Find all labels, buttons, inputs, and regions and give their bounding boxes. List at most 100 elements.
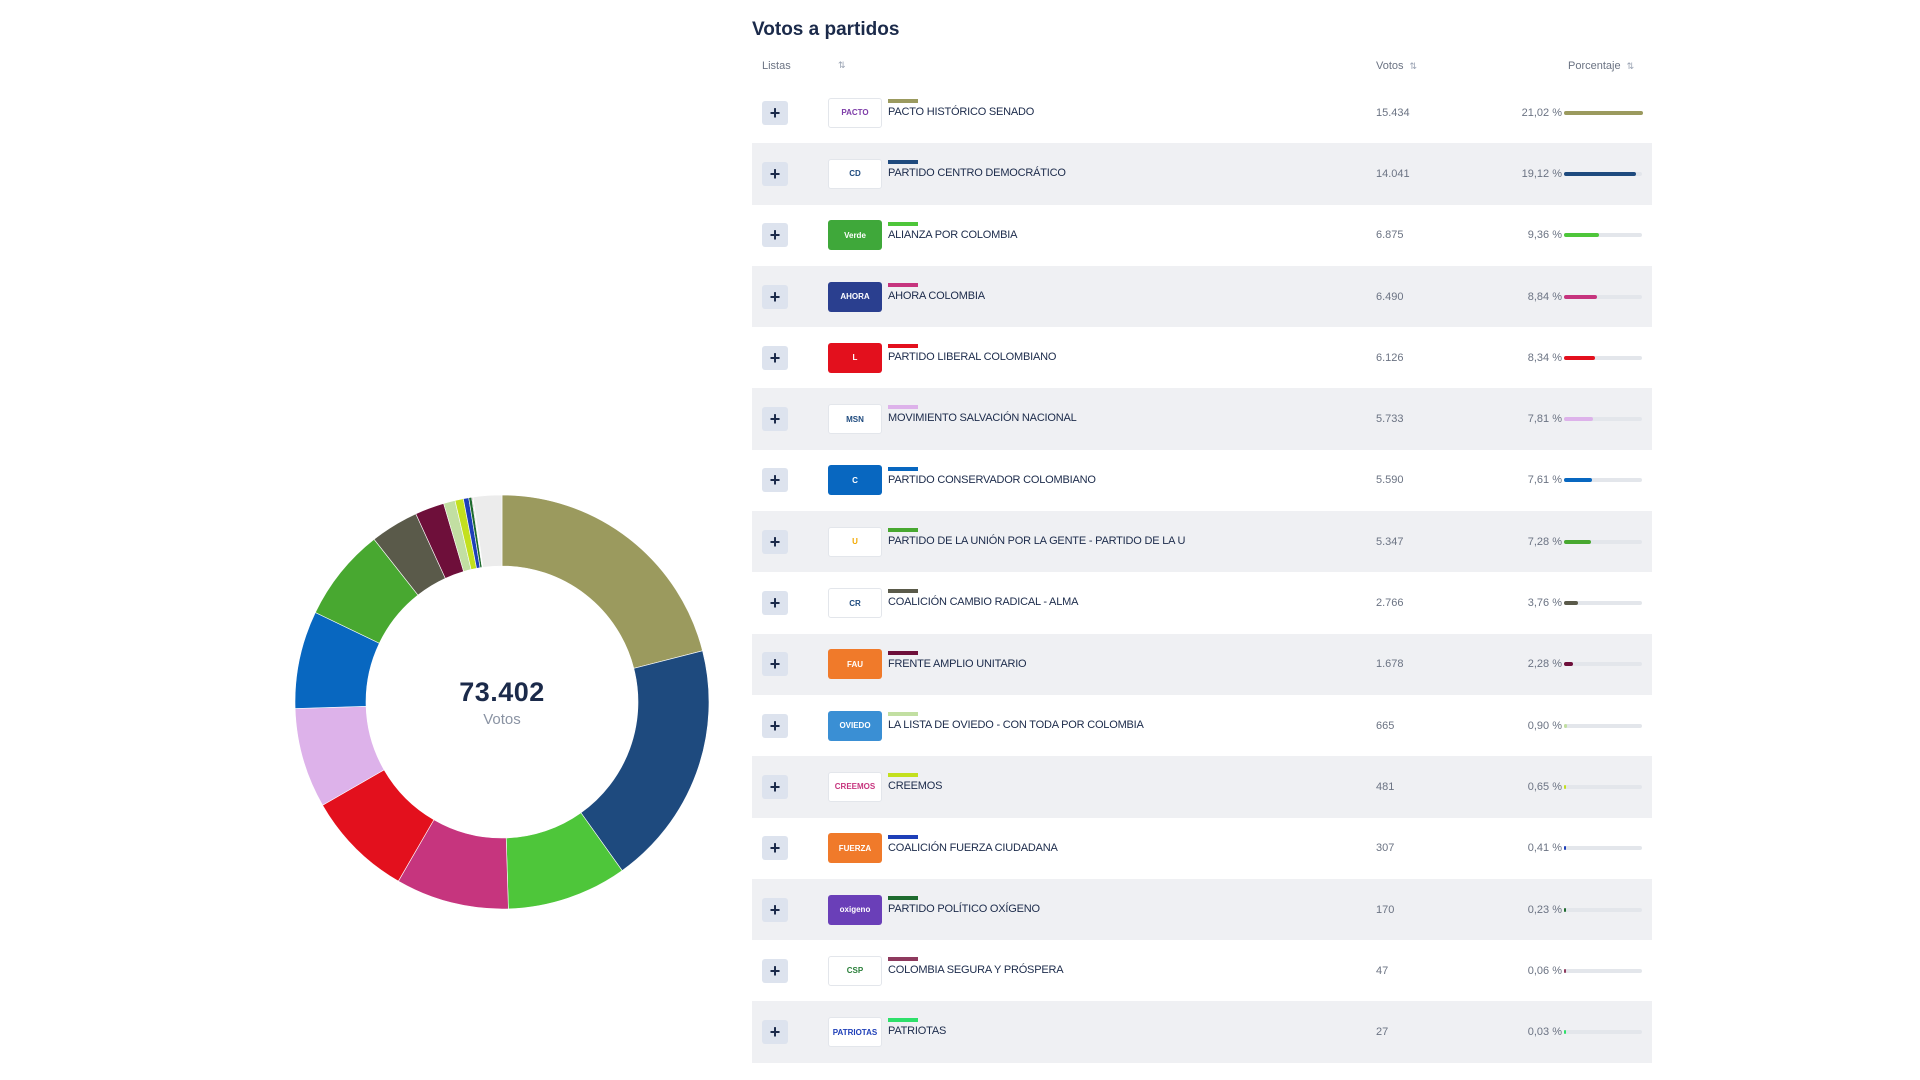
percent-bar-track — [1564, 233, 1642, 238]
percent-bar-track — [1564, 784, 1642, 789]
expand-row-button[interactable]: + — [762, 284, 788, 309]
frente-amplio-logo-icon: FAU — [828, 649, 882, 680]
party-cell: COALICIÓN CAMBIO RADICAL - ALMA — [888, 589, 1078, 608]
expand-row-button[interactable]: + — [762, 1020, 788, 1045]
party-votes: 665 — [1376, 719, 1395, 732]
table-row: + L PARTIDO LIBERAL COLOMBIANO 6.126 8,34 % — [752, 327, 1652, 388]
party-cell: AHORA COLOMBIA — [888, 282, 985, 302]
party-votes: 5.733 — [1376, 413, 1404, 426]
expand-row-button[interactable]: + — [762, 223, 788, 248]
percent-bar-track — [1564, 171, 1642, 176]
header-name-sort[interactable]: ⇅ — [838, 60, 846, 71]
party-votes: 5.590 — [1376, 474, 1404, 487]
party-color-bar — [888, 1018, 918, 1023]
party-name: ALIANZA POR COLOMBIA — [888, 228, 1018, 241]
expand-row-button[interactable]: + — [762, 774, 788, 799]
party-name: PATRIOTAS — [888, 1025, 947, 1038]
table-row: + oxigeno PARTIDO POLÍTICO OXÍGENO 170 0,23 … — [752, 878, 1652, 941]
party-cell: FRENTE AMPLIO UNITARIO — [888, 650, 1027, 670]
percent-bar-fill — [1564, 784, 1567, 789]
table-row: + U PARTIDO DE LA UNIÓN POR LA GENTE - PAR… — [752, 511, 1652, 573]
header-listas[interactable]: Listas — [762, 60, 791, 72]
percent-bar-fill — [1564, 110, 1643, 115]
party-logo-text: FUERZA — [838, 843, 872, 853]
party-percent: 0,03 % — [1527, 1026, 1562, 1039]
cambio-radical-logo-icon: CR — [828, 588, 882, 619]
party-logo-text: MSN — [846, 414, 864, 424]
header-votos[interactable]: Votos ⇅ — [1376, 60, 1417, 72]
party-color-bar — [888, 589, 918, 594]
percent-bar-track — [1564, 478, 1642, 483]
expand-row-button[interactable]: + — [762, 468, 788, 493]
sort-icon: ⇅ — [1409, 60, 1418, 71]
donut-svg — [294, 494, 710, 910]
percent-bar-fill — [1564, 1030, 1566, 1035]
party-percent: 0,65 % — [1527, 780, 1562, 793]
donut-slice-0[interactable] — [501, 494, 703, 669]
party-votes: 307 — [1376, 842, 1395, 855]
sort-icon: ⇅ — [838, 60, 846, 70]
party-votes: 15.434 — [1376, 106, 1410, 119]
expand-row-button[interactable]: + — [762, 100, 788, 125]
donut-slice-1[interactable] — [580, 650, 710, 871]
party-color-bar — [888, 160, 918, 165]
oxigeno-logo-icon: oxigeno — [828, 894, 882, 925]
expand-row-button[interactable]: + — [762, 591, 788, 616]
party-color-bar — [888, 834, 918, 839]
party-votes: 481 — [1376, 780, 1395, 793]
votes-donut-chart: 73.402 Votos — [293, 493, 711, 911]
donut-slice-16[interactable] — [472, 494, 503, 568]
table-row: + PATRIOTAS PATRIOTAS 27 0,03 % — [752, 1001, 1652, 1063]
party-name: MOVIMIENTO SALVACIÓN NACIONAL — [888, 412, 1077, 425]
sort-icon: ⇅ — [1626, 60, 1635, 71]
party-name: PACTO HISTÓRICO SENADO — [888, 106, 1035, 118]
party-percent: 3,76 % — [1527, 597, 1562, 610]
expand-row-button[interactable]: + — [762, 161, 788, 186]
table-row: + CR COALICIÓN CAMBIO RADICAL - ALMA 2.766 3… — [752, 572, 1652, 633]
party-color-bar — [888, 528, 918, 533]
expand-row-button[interactable]: + — [762, 958, 788, 983]
party-name: PARTIDO CENTRO DEMOCRÁTICO — [888, 167, 1066, 180]
party-color-bar — [888, 99, 918, 103]
party-cell: PARTIDO CENTRO DEMOCRÁTICO — [888, 160, 1066, 179]
header-porcentaje[interactable]: Porcentaje ⇅ — [1568, 60, 1634, 72]
party-logo-text: PATRIOTAS — [832, 1027, 878, 1037]
percent-bar-fill — [1564, 417, 1594, 422]
party-votes: 6.490 — [1376, 290, 1404, 303]
party-percent: 19,12 % — [1521, 167, 1562, 180]
party-votes: 170 — [1376, 903, 1395, 916]
party-votes: 2.766 — [1376, 597, 1404, 610]
expand-row-button[interactable]: + — [762, 836, 788, 861]
party-percent: 0,41 % — [1527, 842, 1562, 855]
party-logo-text: CSP — [846, 966, 864, 976]
percent-bar-fill — [1564, 601, 1579, 606]
percent-bar-track — [1564, 662, 1642, 667]
party-cell: CREEMOS — [888, 773, 942, 792]
partido-conservador-logo-icon: C — [828, 465, 882, 496]
expand-row-button[interactable]: + — [762, 897, 788, 922]
table-row: + CSP COLOMBIA SEGURA Y PRÓSPERA 47 0,06 % — [752, 940, 1652, 1001]
table-row: + PACTO PACTO HISTÓRICO SENADO 15.434 21,02 … — [752, 82, 1652, 143]
percent-bar-track — [1564, 907, 1642, 912]
party-color-bar — [888, 221, 918, 226]
expand-row-button[interactable]: + — [762, 652, 788, 677]
expand-row-button[interactable]: + — [762, 713, 788, 738]
party-percent: 7,28 % — [1527, 535, 1562, 548]
table-row: + C PARTIDO CONSERVADOR COLOMBIANO 5.590 7,6… — [752, 450, 1652, 511]
party-votes-panel: Votos a partidos Listas ⇅ Votos ⇅ Porcen… — [752, 16, 1652, 1063]
party-color-bar — [888, 773, 918, 778]
expand-row-button[interactable]: + — [762, 345, 788, 370]
ahora-colombia-logo-icon: AHORA — [828, 281, 882, 312]
percent-bar-track — [1564, 968, 1642, 973]
party-name: CREEMOS — [888, 780, 943, 793]
percent-bar-fill — [1564, 539, 1592, 544]
party-color-bar — [888, 957, 918, 962]
table-header: Listas ⇅ Votos ⇅ Porcentaje ⇅ — [752, 44, 1652, 82]
percent-bar-fill — [1564, 171, 1636, 176]
party-percent: 2,28 % — [1527, 658, 1562, 671]
party-cell: MOVIMIENTO SALVACIÓN NACIONAL — [888, 405, 1077, 424]
expand-row-button[interactable]: + — [762, 407, 788, 432]
party-logo-text: FAU — [847, 659, 863, 669]
expand-row-button[interactable]: + — [762, 529, 788, 554]
party-percent: 0,90 % — [1527, 719, 1562, 732]
